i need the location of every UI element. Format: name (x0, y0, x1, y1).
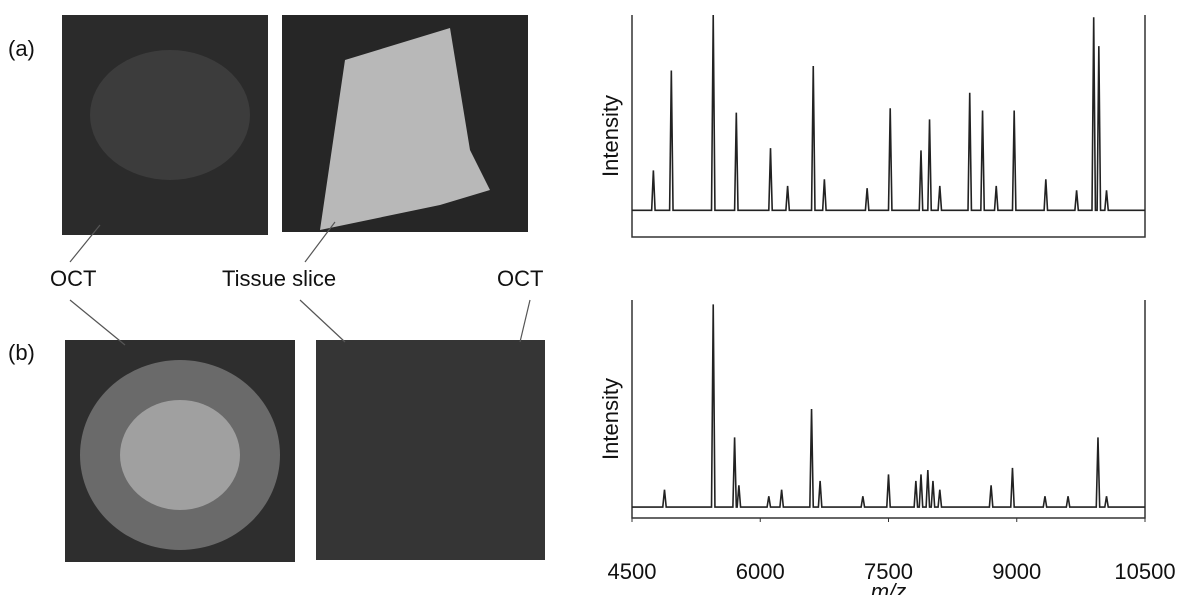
panel-label: (b) (8, 340, 35, 365)
tissue-slice (320, 28, 490, 230)
leader-line (69, 299, 126, 346)
leader-line (519, 299, 531, 343)
annotation: Tissue slice (222, 266, 336, 291)
x-tick-label: 6000 (736, 559, 785, 584)
photo-detail (120, 400, 240, 510)
leader-line (299, 299, 346, 343)
spectrum-line (632, 14, 1145, 212)
panel-label: (a) (8, 36, 35, 61)
photo-detail (90, 50, 250, 180)
y-axis-label: Intensity (598, 378, 623, 460)
x-axis-label: m/z (871, 579, 906, 595)
spectrum-line (632, 304, 1145, 508)
annotation: OCT (50, 266, 96, 291)
leader-line (69, 224, 101, 263)
x-tick-label: 9000 (992, 559, 1041, 584)
photo-b-tissue (316, 340, 545, 560)
annotation: OCT (497, 266, 543, 291)
x-tick-label: 7500 (864, 559, 913, 584)
leader-line (304, 221, 336, 263)
x-tick-label: 4500 (608, 559, 657, 584)
y-axis-label: Intensity (598, 95, 623, 177)
axis-frame (631, 15, 1146, 238)
x-tick-label: 10500 (1114, 559, 1175, 584)
